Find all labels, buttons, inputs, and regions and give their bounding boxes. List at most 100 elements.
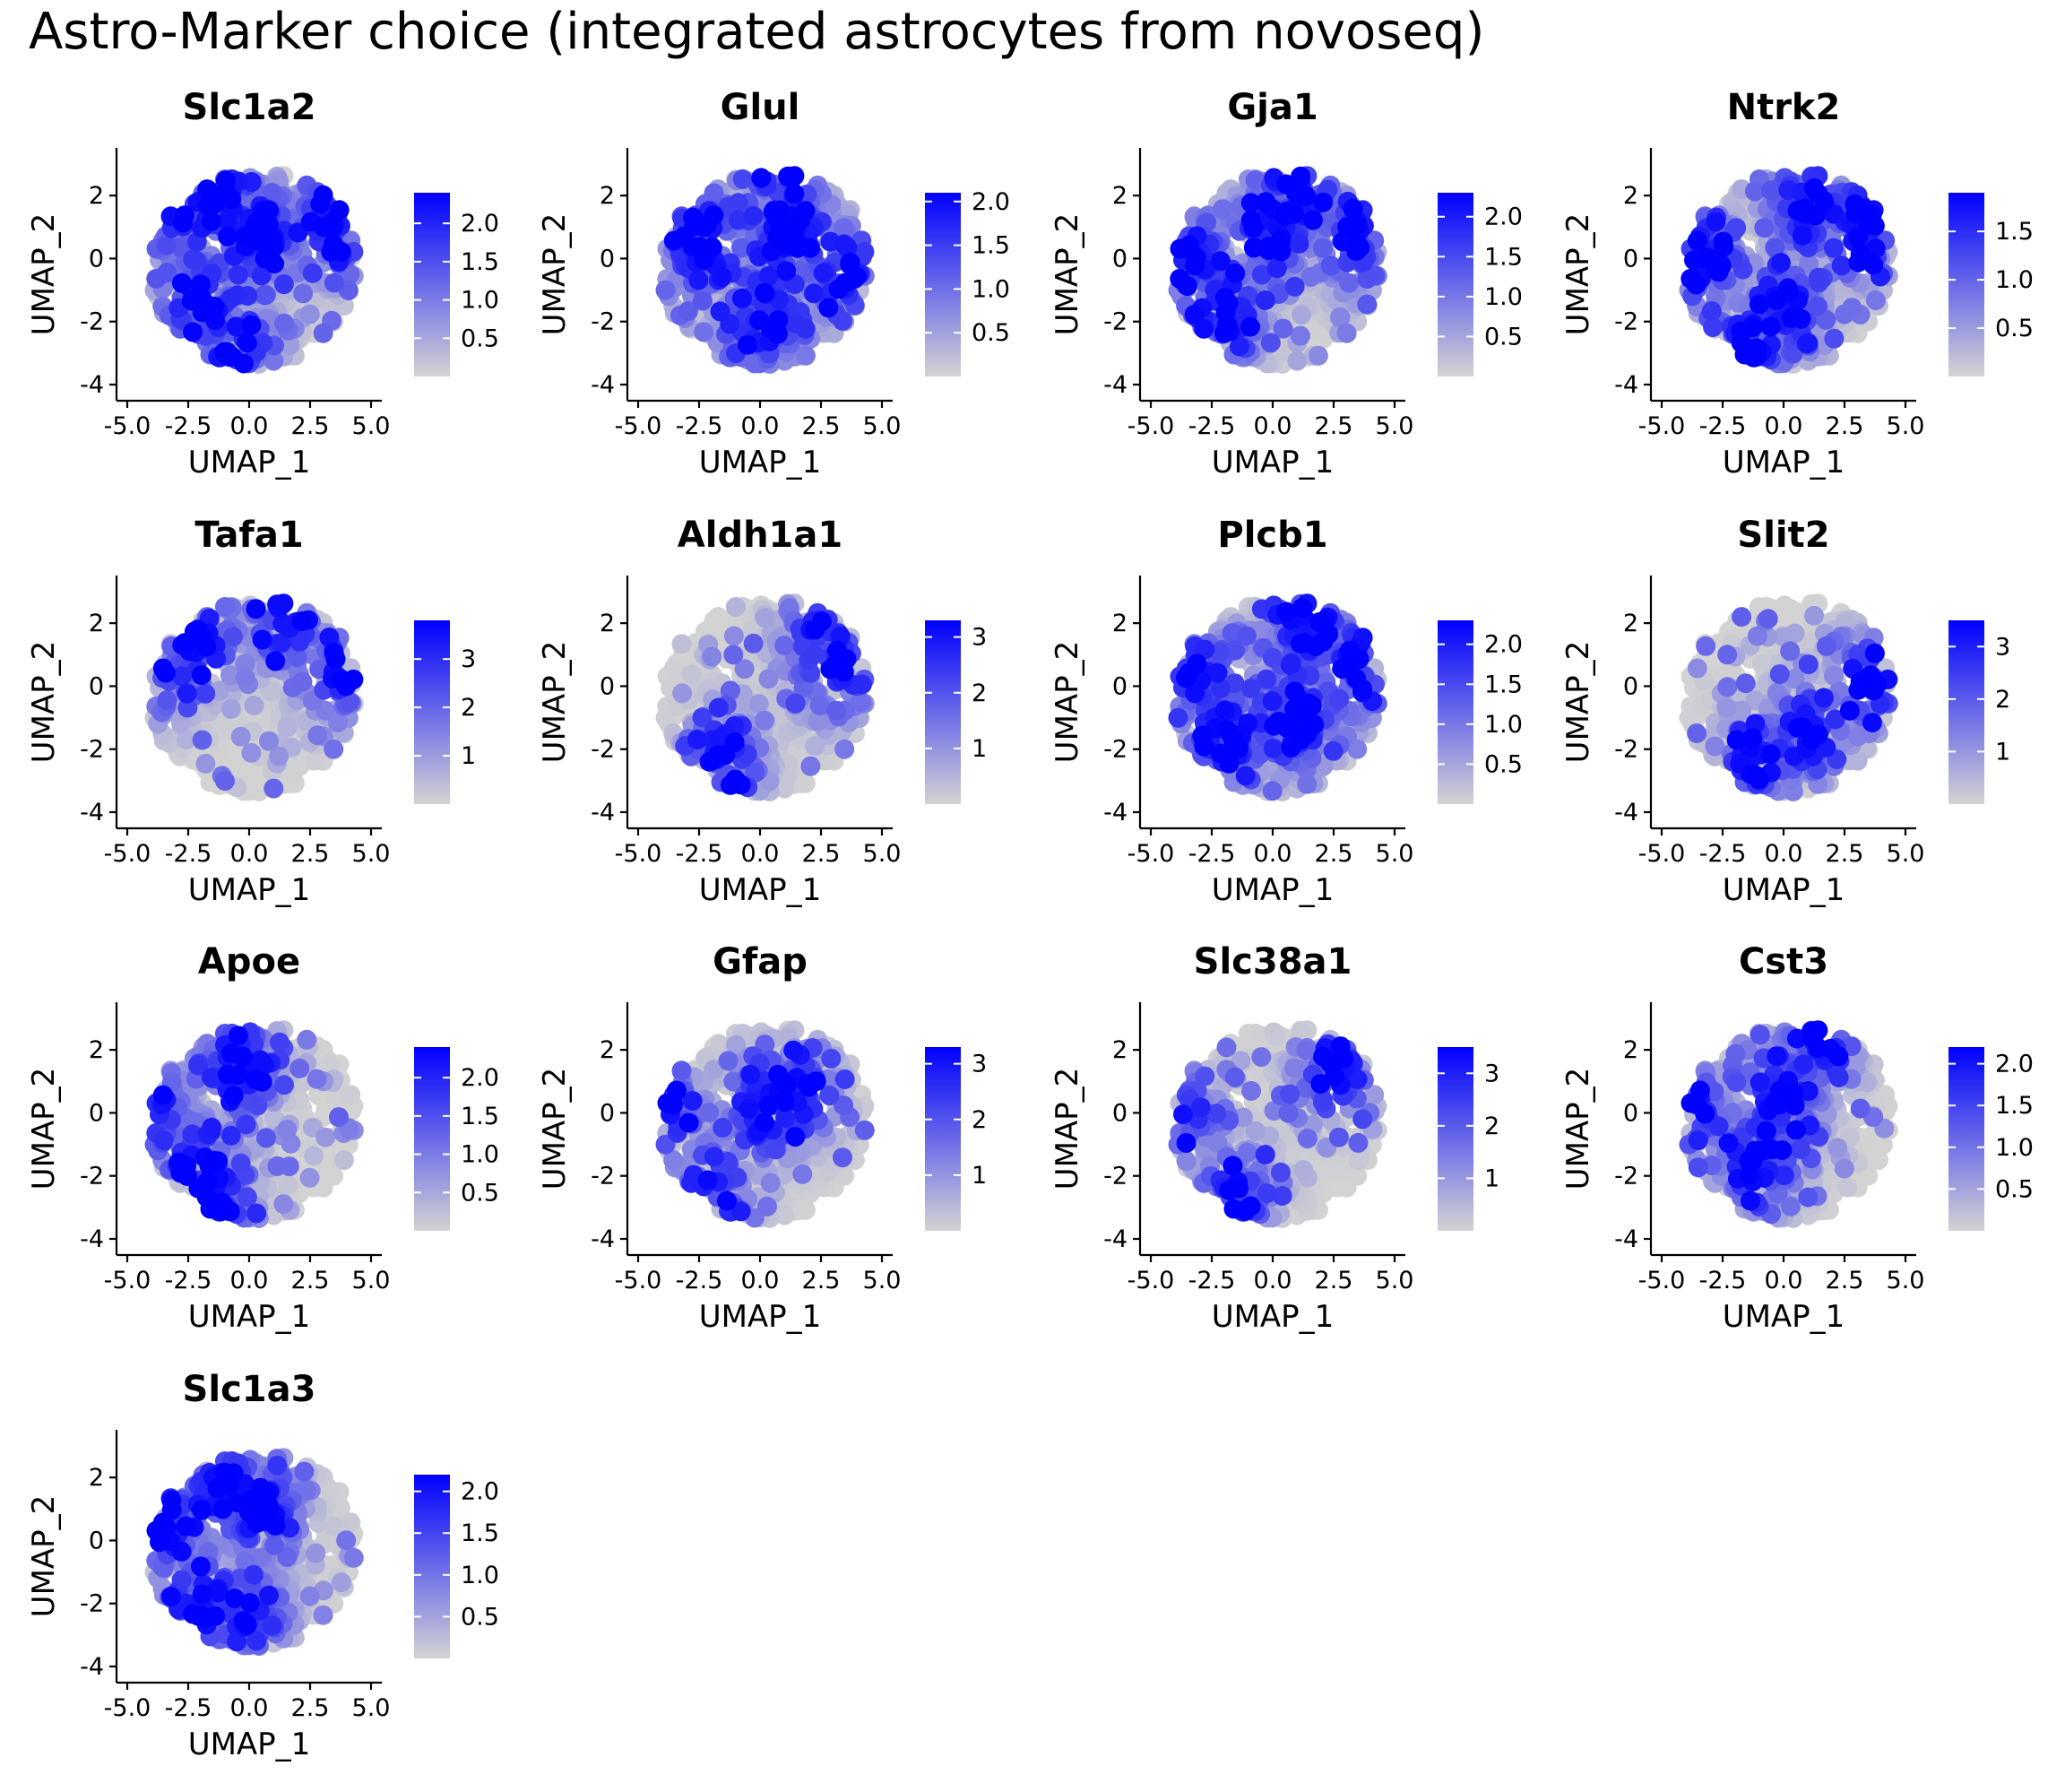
data-point: [273, 1194, 294, 1215]
data-point: [1262, 691, 1283, 712]
data-point: [1313, 238, 1333, 258]
data-point: [226, 316, 246, 337]
x-tick-label: -5.0: [104, 1267, 151, 1294]
point-layer: [144, 166, 364, 374]
data-point: [1687, 230, 1707, 251]
data-point: [1283, 200, 1303, 221]
data-point: [1168, 707, 1188, 728]
data-point: [329, 200, 350, 221]
y-tick-label: -2: [1614, 308, 1638, 336]
data-point: [1716, 697, 1737, 718]
x-axis-label: UMAP_1: [699, 445, 822, 480]
data-point: [805, 619, 825, 640]
data-point: [1240, 210, 1261, 230]
data-point: [1213, 199, 1233, 220]
data-point: [743, 205, 764, 226]
colorbar-label: 1.0: [972, 275, 1010, 303]
data-point: [1263, 739, 1283, 758]
y-tick-label: -2: [591, 308, 615, 336]
data-point: [708, 745, 728, 766]
data-point: [244, 696, 264, 715]
x-tick-label: -5.0: [1638, 840, 1686, 868]
y-axis-label: UMAP_2: [1050, 213, 1085, 336]
y-tick-label: -4: [1614, 371, 1638, 399]
data-point: [241, 315, 262, 335]
x-tick-label: -2.5: [165, 840, 212, 868]
x-tick-label: 0.0: [1254, 412, 1292, 440]
data-point: [157, 690, 177, 711]
data-point: [1255, 290, 1275, 310]
data-point: [732, 169, 753, 189]
y-tick-label: 0: [1623, 672, 1638, 700]
data-point: [755, 608, 775, 628]
data-point: [171, 273, 192, 293]
data-point: [758, 669, 779, 689]
point-layer: [655, 166, 875, 374]
data-point: [170, 1163, 191, 1183]
x-tick-label: 5.0: [863, 412, 902, 440]
data-point: [1769, 664, 1790, 685]
data-point: [1711, 255, 1732, 276]
data-point: [343, 669, 364, 689]
data-point: [768, 324, 788, 344]
data-point: [774, 636, 795, 655]
data-point: [1184, 304, 1205, 325]
data-point: [755, 710, 774, 731]
data-point: [1214, 700, 1235, 721]
data-point: [157, 263, 177, 283]
x-tick-label: 2.5: [1315, 840, 1353, 868]
data-point: [1824, 328, 1845, 349]
data-point: [1276, 717, 1297, 738]
data-point: [805, 736, 825, 757]
data-point: [299, 1167, 320, 1188]
data-point: [1289, 233, 1309, 254]
colorbar-label: 1.0: [461, 287, 499, 315]
data-point: [297, 1029, 317, 1050]
data-point: [712, 267, 732, 288]
data-point: [1862, 713, 1882, 732]
data-point: [1742, 728, 1763, 749]
panel-title: Apoe: [198, 941, 300, 983]
data-point: [222, 346, 242, 367]
data-point: [246, 1203, 267, 1224]
data-point: [694, 322, 714, 342]
data-point: [153, 1130, 174, 1151]
data-point: [1215, 302, 1236, 323]
data-point: [214, 1196, 235, 1216]
data-point: [264, 351, 284, 371]
panel-title: Plcb1: [1217, 515, 1327, 556]
x-tick-label: 2.5: [1315, 412, 1353, 440]
data-point: [678, 301, 698, 321]
x-tick-label: 0.0: [1765, 840, 1803, 868]
y-tick-label: 2: [600, 182, 615, 210]
panel-aldh1a1: Aldh1a1-5.0 -2.5 0.0 2.5 5.0-4-202UMAP_1UMAP…: [537, 515, 987, 908]
x-tick-label: 5.0: [352, 840, 391, 868]
x-tick-label: -2.5: [676, 412, 723, 440]
data-point: [724, 732, 745, 753]
data-point: [220, 1125, 241, 1146]
data-point: [1323, 740, 1344, 761]
data-point: [1296, 723, 1317, 744]
data-point: [1347, 215, 1368, 235]
data-point: [324, 739, 344, 759]
y-tick-label: -2: [1614, 736, 1638, 764]
data-point: [784, 184, 805, 203]
x-tick-label: 2.5: [1826, 840, 1864, 868]
y-tick-label: -4: [591, 371, 615, 399]
y-tick-label: 2: [1112, 182, 1128, 210]
data-point: [1287, 351, 1308, 371]
y-tick-label: -2: [591, 736, 615, 764]
y-axis-label: UMAP_2: [26, 213, 62, 336]
x-axis-label: UMAP_1: [188, 872, 311, 908]
data-point: [844, 269, 865, 289]
x-axis-label: UMAP_1: [699, 872, 822, 908]
colorbar-legend: 123: [414, 620, 476, 804]
panels: Slc1a2-5.0 -2.5 0.0 2.5 5.0-4-202UMAP_1UMAP_…: [26, 87, 2034, 1762]
data-point: [246, 599, 266, 619]
data-point: [313, 185, 333, 205]
colorbar-label: 2: [1995, 686, 2010, 714]
data-point: [1798, 654, 1819, 675]
data-point: [325, 649, 346, 670]
data-point: [1285, 183, 1306, 203]
